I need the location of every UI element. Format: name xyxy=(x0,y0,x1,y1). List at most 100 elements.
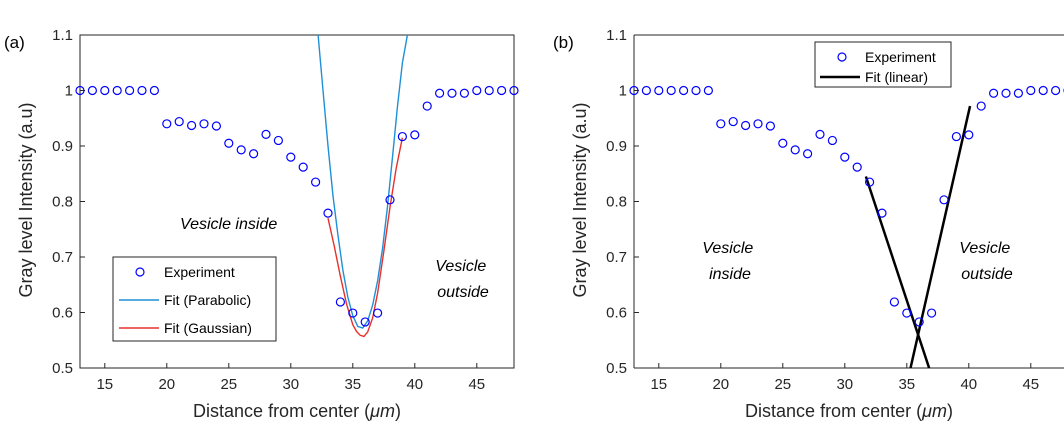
data-point-experiment xyxy=(666,85,676,96)
y-tick-label: 0.9 xyxy=(52,138,73,155)
data-point-experiment xyxy=(740,120,751,131)
y-tick-label: 0.8 xyxy=(52,194,73,211)
x-tick-label: 15 xyxy=(96,376,113,393)
data-point-experiment xyxy=(778,138,788,148)
data-point-experiment xyxy=(988,88,999,98)
data-point-experiment xyxy=(323,208,333,218)
panel-a-experiment-points xyxy=(75,85,519,327)
panel-b-experiment-points xyxy=(629,85,1064,327)
data-point-experiment xyxy=(1050,85,1061,96)
x-tick-label: 25 xyxy=(774,376,791,393)
panel-b-legend: Experiment Fit (linear) xyxy=(814,41,952,88)
data-point-experiment xyxy=(497,85,507,96)
data-point-experiment xyxy=(1013,88,1024,98)
data-point-experiment xyxy=(877,208,887,218)
data-point-experiment xyxy=(914,317,924,327)
data-point-experiment xyxy=(926,308,937,318)
y-tick-label: 0.6 xyxy=(52,305,73,322)
x-tick-label: 20 xyxy=(712,376,729,393)
fit-line-fit-gaussian xyxy=(327,137,404,338)
data-point-experiment xyxy=(472,85,482,96)
y-tick-label: 0.7 xyxy=(606,249,627,266)
data-point-experiment xyxy=(162,119,172,129)
y-tick-label: 1.1 xyxy=(52,27,73,44)
x-tick-label: 15 xyxy=(650,376,667,393)
panel-a-fit-lines xyxy=(317,34,409,338)
fit-line-fit-linear xyxy=(909,105,972,369)
annotation-line: outside xyxy=(961,266,1013,283)
panel-b-label: (b) xyxy=(553,33,574,52)
xlabel-text: Distance from center ( xyxy=(745,401,922,421)
y-tick-label: 1 xyxy=(619,83,627,100)
x-tick-label: 25 xyxy=(220,376,237,393)
x-tick-label: 45 xyxy=(1022,376,1039,393)
y-tick-label: 1.1 xyxy=(606,27,627,44)
annotation-line: Vesicle xyxy=(959,240,1010,257)
data-point-experiment xyxy=(790,145,800,155)
legend-label-gaussian: Fit (Gaussian) xyxy=(164,320,252,336)
data-point-experiment xyxy=(728,116,738,127)
xlabel-text: Distance from center ( xyxy=(193,401,370,421)
legend-label-experiment: Experiment xyxy=(164,264,235,280)
data-point-experiment xyxy=(840,152,850,162)
data-point-experiment xyxy=(249,149,259,159)
data-point-experiment xyxy=(641,85,652,96)
y-tick-label: 0.7 xyxy=(52,249,73,266)
data-point-experiment xyxy=(1038,85,1048,96)
panel-a-ylabel: Gray level Intensity (a.u) xyxy=(16,102,36,297)
data-point-experiment xyxy=(484,85,494,96)
x-tick-label: 30 xyxy=(282,376,299,393)
data-point-experiment xyxy=(815,129,825,139)
annotation-vesicle-outside-b: Vesicle outside xyxy=(959,240,1014,283)
data-point-experiment xyxy=(509,85,519,96)
annotation-line: inside xyxy=(709,266,751,283)
data-point-experiment xyxy=(1001,88,1011,98)
data-point-experiment xyxy=(385,195,395,205)
data-point-experiment xyxy=(765,121,776,131)
xlabel-unit: μm xyxy=(921,401,947,421)
legend-label-parabolic: Fit (Parabolic) xyxy=(164,292,251,308)
x-tick-label: 35 xyxy=(898,376,915,393)
data-point-experiment xyxy=(373,308,383,318)
legend-label-linear: Fit (linear) xyxy=(865,69,928,85)
panel-b-xlabel: Distance from center (μm) xyxy=(745,401,953,421)
data-point-experiment xyxy=(211,121,221,131)
x-tick-label: 40 xyxy=(960,376,977,393)
data-point-experiment xyxy=(224,138,234,148)
panel-b: (b) 15 20 25 30 35 40 45 0.5 0.6 0.7 0.8 0.9 1 1.1 Ve… xyxy=(553,27,1064,421)
data-point-experiment xyxy=(691,85,701,96)
x-tick-label: 45 xyxy=(468,376,485,393)
data-point-experiment xyxy=(435,88,445,98)
data-point-experiment xyxy=(125,85,135,96)
legend-label-experiment: Experiment xyxy=(865,49,936,65)
annotation-vesicle-inside-a: Vesicle inside xyxy=(180,216,277,233)
x-tick-label: 40 xyxy=(406,376,423,393)
data-point-experiment xyxy=(964,130,974,140)
data-point-experiment xyxy=(422,101,432,111)
data-point-experiment xyxy=(889,297,900,307)
y-tick-label: 1 xyxy=(65,83,73,100)
legend-box xyxy=(814,41,952,88)
data-point-experiment xyxy=(273,135,283,146)
legend-box xyxy=(112,256,277,342)
data-point-experiment xyxy=(360,317,370,327)
data-point-experiment xyxy=(1026,85,1036,96)
data-point-experiment xyxy=(753,119,763,129)
data-point-experiment xyxy=(335,297,345,307)
data-point-experiment xyxy=(261,129,271,139)
panel-a-label: (a) xyxy=(4,33,25,52)
data-point-experiment xyxy=(348,308,358,318)
data-point-experiment xyxy=(716,119,726,129)
panel-a-legend: Experiment Fit (Parabolic) Fit (Gaussian… xyxy=(112,256,277,342)
xlabel-unit: μm xyxy=(369,401,395,421)
data-point-experiment xyxy=(629,85,639,96)
data-point-experiment xyxy=(311,177,321,187)
y-tick-label: 0.5 xyxy=(52,360,73,377)
annotation-vesicle-outside-a: Vesicle outside xyxy=(435,258,490,301)
data-point-experiment xyxy=(703,85,714,96)
data-point-experiment xyxy=(397,131,407,142)
data-point-experiment xyxy=(939,195,949,205)
data-point-experiment xyxy=(902,308,912,318)
data-point-experiment xyxy=(149,85,159,96)
